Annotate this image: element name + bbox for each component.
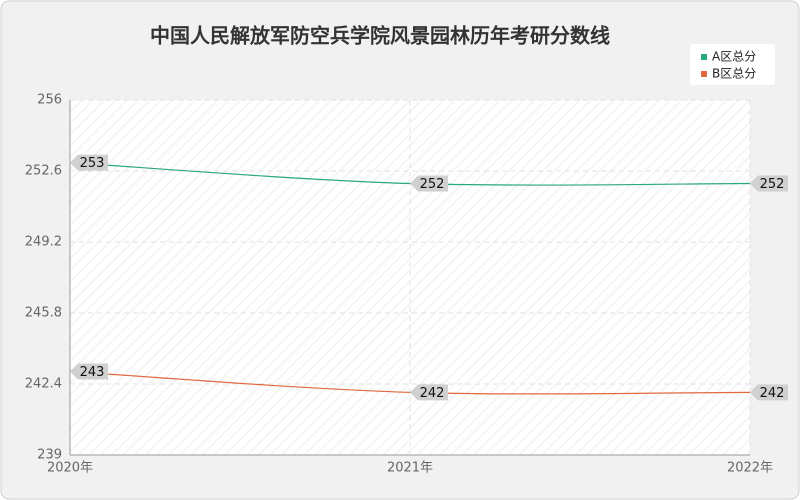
series-line [69,162,751,186]
data-label-box [750,384,788,401]
legend-label: B区总分 [712,67,756,81]
legend-label: A区总分 [712,50,756,64]
y-tick-label: 249.2 [25,235,62,250]
data-label-text: 253 [80,156,105,171]
x-tick-label: 2020年 [47,461,93,476]
data-label-text: 252 [420,177,445,192]
data-label-box [750,175,788,192]
data-label: 242 [750,384,788,401]
data-label-text: 242 [420,386,445,401]
data-label-text: 243 [80,365,105,380]
legend-swatch [701,71,707,77]
data-label: 243 [70,363,108,380]
data-label-text: 252 [760,177,785,192]
data-label-box [70,154,108,171]
data-label-text: 242 [760,386,785,401]
y-tick-label: 239 [37,448,62,463]
chart-title: 中国人民解放军防空兵学院风景园林历年考研分数线 [150,24,610,48]
plot-area [70,100,750,455]
y-tick-label: 242.4 [25,377,62,392]
legend-box [690,44,775,85]
data-label: 252 [410,175,448,192]
data-label: 253 [70,154,108,171]
x-tick-label: 2021年 [387,461,433,476]
data-label: 242 [410,384,448,401]
y-tick-label: 252.6 [25,164,62,179]
legend: A区总分 B区总分 [690,44,775,85]
series-line [69,370,751,395]
y-tick-label: 256 [37,93,62,108]
y-tick-label: 245.8 [25,306,62,321]
x-tick-label: 2022年 [727,461,773,476]
data-label-box [410,384,448,401]
data-label: 252 [750,175,788,192]
data-label-box [410,175,448,192]
data-label-box [70,363,108,380]
legend-swatch [701,54,707,60]
